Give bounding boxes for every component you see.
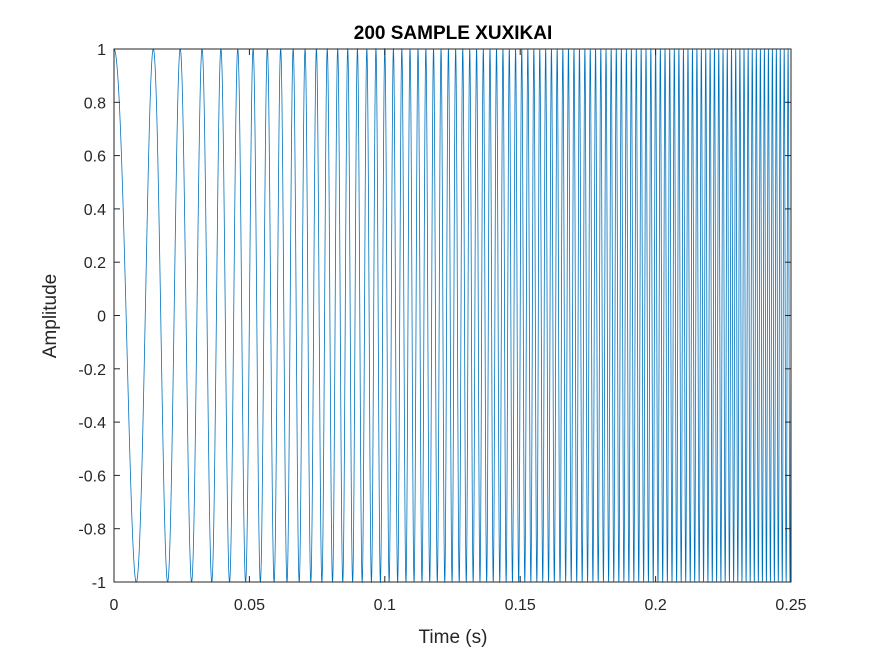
y-tick-label: 0.6 — [84, 149, 106, 166]
y-tick-label: -1 — [92, 575, 106, 592]
y-tick-label: 0 — [97, 309, 106, 326]
x-tick-label: 0.1 — [374, 597, 396, 614]
y-tick-labels: -1 -0.8 -0.6 -0.4 -0.2 0 0.2 0.4 0.6 0.8 1 — [78, 42, 106, 592]
series-line-0 — [113, 47, 792, 584]
x-tick-label: 0.15 — [505, 597, 536, 614]
chart-title: 200 SAMPLE XUXIKAI — [354, 23, 553, 44]
y-tick-label: -0.4 — [78, 415, 106, 432]
x-tick-label: 0 — [110, 597, 119, 614]
y-tick-label: -0.6 — [78, 468, 106, 485]
x-tick-label: 0.25 — [775, 597, 806, 614]
y-tick-label: -0.2 — [78, 362, 106, 379]
x-tick-label: 0.2 — [644, 597, 666, 614]
y-tick-label: 0.8 — [84, 95, 106, 112]
series-layer — [113, 47, 792, 584]
y-axis-label: Amplitude — [40, 274, 61, 359]
y-tick-label: 1 — [97, 42, 106, 59]
x-tick-label: 0.05 — [234, 597, 265, 614]
y-tick-label: -0.8 — [78, 522, 106, 539]
y-tick-label: 0.2 — [84, 255, 106, 272]
x-axis-label: Time (s) — [419, 627, 488, 648]
x-tick-labels: 0 0.05 0.1 0.15 0.2 0.25 — [110, 597, 807, 614]
y-tick-label: 0.4 — [84, 202, 106, 219]
axes-layer — [113, 48, 792, 583]
